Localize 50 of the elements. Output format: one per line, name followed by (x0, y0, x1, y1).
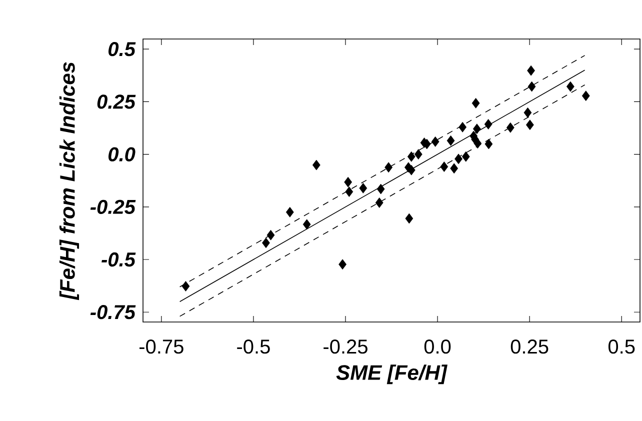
point (472, 124, 481, 134)
point (266, 230, 275, 240)
point (450, 163, 458, 174)
point (407, 151, 416, 162)
point (344, 176, 352, 188)
point (440, 162, 448, 172)
point (566, 81, 574, 92)
point (454, 154, 462, 164)
y-tick-label: 0.25 (97, 94, 136, 109)
x-tick-label: 0.5 (608, 340, 635, 354)
y-axis-title: [Fe/H] from Lick Indices (59, 62, 80, 300)
point (345, 186, 354, 197)
point (407, 164, 416, 176)
x-tick-label: 0.0 (424, 340, 451, 354)
point (528, 81, 536, 92)
point (527, 65, 535, 76)
point (526, 120, 534, 130)
point (302, 219, 311, 230)
point (472, 98, 480, 108)
x-tick-label: -0.75 (140, 340, 184, 354)
x-tick-label: 0.25 (510, 340, 548, 354)
point (582, 90, 590, 102)
point (312, 160, 320, 170)
point (506, 122, 514, 133)
point (286, 206, 294, 218)
x-axis-title: SME [Fe/H] (336, 364, 448, 384)
point (375, 198, 384, 208)
y-tick-label: 0.5 (108, 42, 136, 56)
point (484, 138, 493, 150)
point (359, 182, 368, 194)
point (474, 138, 482, 149)
y-tick-label: -0.75 (90, 305, 136, 320)
x-tick-label: -0.5 (237, 340, 270, 354)
y-tick-label: -0.25 (90, 200, 136, 214)
point (431, 136, 440, 147)
point (376, 184, 385, 194)
point (182, 281, 190, 292)
point (524, 107, 532, 118)
y-tick-label: 0.0 (108, 147, 136, 162)
point (462, 151, 470, 162)
point (484, 119, 492, 130)
point (414, 149, 422, 160)
y-tick-label: -0.5 (102, 252, 136, 267)
point (405, 213, 414, 224)
x-tick-label: -0.25 (324, 340, 368, 354)
point (338, 259, 346, 270)
point (384, 162, 393, 173)
point (262, 238, 270, 248)
point (446, 135, 455, 146)
point (458, 122, 467, 132)
